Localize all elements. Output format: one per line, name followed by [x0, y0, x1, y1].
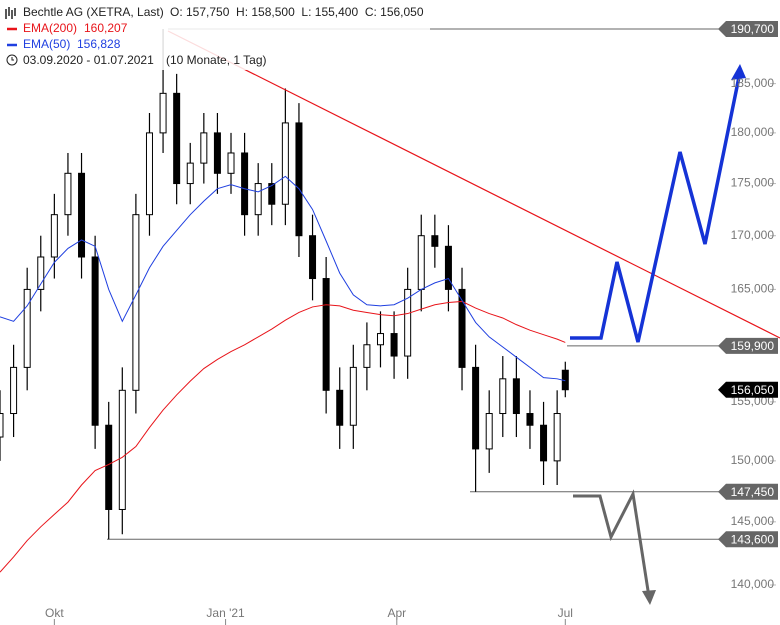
arrow-head	[731, 64, 746, 80]
x-tick-label: Jan '21	[206, 606, 245, 620]
y-tick-label: 140,000	[731, 577, 775, 591]
x-tick-label: Apr	[387, 606, 406, 620]
ema-line	[0, 300, 566, 573]
legend-value: 156,828	[77, 37, 121, 51]
body	[431, 235, 439, 247]
body	[404, 288, 412, 357]
body	[37, 256, 45, 290]
body	[254, 183, 262, 216]
body	[458, 288, 466, 368]
icon	[11, 57, 14, 61]
body	[390, 333, 398, 357]
axis: 140,000145,000150,000155,000165,000170,0…	[45, 21, 778, 625]
body	[526, 413, 534, 426]
body	[23, 288, 31, 368]
body	[512, 378, 520, 415]
body	[118, 389, 126, 510]
level-badge	[718, 21, 778, 38]
body	[145, 132, 153, 216]
body	[349, 366, 357, 426]
legend-name: EMA(50)	[23, 37, 70, 51]
date-range: 03.09.2020 - 01.07.2021	[23, 53, 154, 67]
body	[540, 424, 548, 462]
body	[78, 172, 86, 258]
ema-line	[0, 175, 566, 382]
legend-value: 160,207	[84, 21, 128, 35]
y-tick-label: 170,000	[731, 228, 775, 242]
body	[553, 413, 561, 462]
body	[499, 378, 507, 415]
level-label: 159,900	[731, 339, 775, 353]
body	[322, 278, 330, 391]
body	[295, 122, 303, 237]
body	[91, 256, 99, 426]
arrow-head	[642, 590, 656, 605]
level-label: 190,700	[731, 22, 775, 36]
header: Bechtle AG (XETRA, Last) O: 157,750 H: 1…	[5, 5, 424, 67]
y-tick-label: 165,000	[731, 282, 775, 296]
y-tick-label: 150,000	[731, 453, 775, 467]
level-badge	[718, 531, 778, 548]
trend-line	[167, 30, 780, 339]
body	[173, 92, 181, 185]
icon	[5, 7, 16, 19]
body	[132, 214, 140, 391]
body	[64, 172, 72, 216]
body	[159, 92, 167, 134]
body	[376, 333, 384, 346]
body	[105, 424, 113, 510]
body	[0, 413, 4, 438]
body	[472, 366, 480, 450]
title: Bechtle AG (XETRA, Last)	[23, 5, 164, 19]
body	[227, 152, 235, 174]
body	[363, 344, 371, 368]
projection-up	[570, 71, 742, 343]
level-label: 156,050	[731, 383, 775, 397]
body	[241, 152, 249, 216]
plot	[0, 28, 722, 573]
x-tick-label: Okt	[45, 606, 64, 620]
period: (10 Monate, 1 Tag)	[166, 53, 267, 67]
body	[50, 214, 58, 258]
body	[336, 389, 344, 426]
level-badge	[718, 381, 778, 398]
header-bg	[0, 2, 430, 70]
body	[417, 235, 425, 290]
body	[200, 132, 208, 164]
level-badge	[718, 483, 778, 500]
y-tick-label: 145,000	[731, 514, 775, 528]
y-tick-label: 175,000	[731, 176, 775, 190]
level-label: 143,600	[731, 532, 775, 546]
body	[10, 366, 18, 415]
level-label: 147,450	[731, 485, 775, 499]
body	[268, 183, 276, 205]
legend-name: EMA(200)	[23, 21, 77, 35]
icon	[6, 54, 18, 66]
body	[485, 413, 493, 450]
body	[186, 162, 194, 185]
quote: O: 157,750 H: 158,500 L: 155,400 C: 156,…	[170, 5, 424, 19]
level-badge	[718, 337, 778, 354]
x-tick-label: Jul	[558, 606, 573, 620]
body	[309, 235, 317, 280]
y-tick-label: 185,000	[731, 76, 775, 90]
body	[281, 122, 289, 205]
projection-down	[573, 489, 651, 598]
y-tick-label: 180,000	[731, 125, 775, 139]
body	[444, 245, 452, 290]
body	[213, 132, 221, 174]
